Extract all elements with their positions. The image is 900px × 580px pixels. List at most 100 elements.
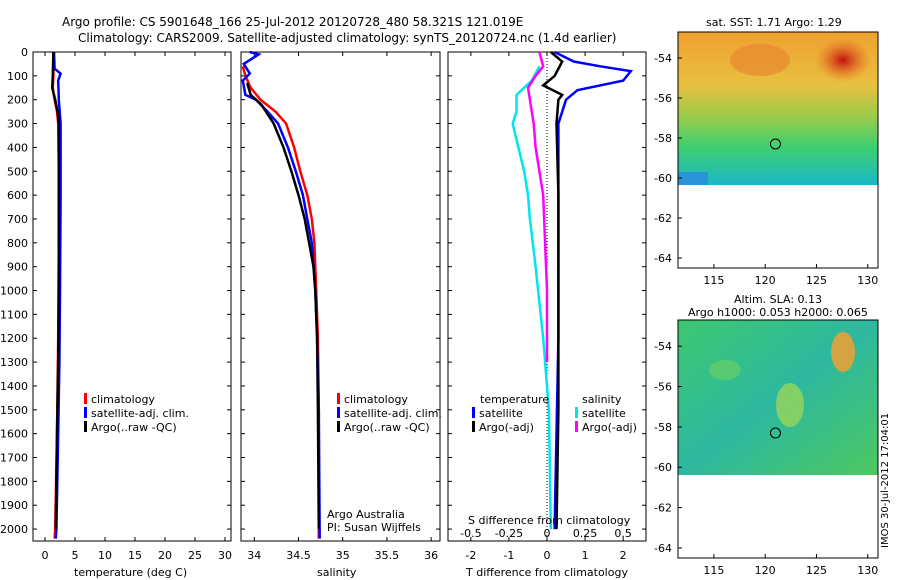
difference-lines xyxy=(511,50,634,530)
lat-tick-label: -64 xyxy=(654,542,672,555)
sla-lat-ticks: -54 -56 -58 -60 -62 -64 xyxy=(654,340,682,555)
series-line xyxy=(241,65,321,539)
annotation-pi: PI: Susan Wijffels xyxy=(327,521,421,534)
series-line xyxy=(246,82,321,530)
sst-warm-patch xyxy=(815,38,871,82)
imos-timestamp: IMOS 30-Jul-2012 17:04:01 xyxy=(880,413,891,548)
temperature-lines xyxy=(50,51,63,539)
x-tick-label: 0 xyxy=(42,549,49,562)
annotation-argo-australia: Argo Australia xyxy=(327,508,405,521)
legend-swatch-satellite xyxy=(337,407,340,418)
depth-tick-label: 800 xyxy=(7,237,28,250)
depth-tick-label: 0 xyxy=(21,46,28,59)
depth-tick-label: 900 xyxy=(7,261,28,274)
legend-swatch-climatology xyxy=(337,393,340,404)
sst-lon-ticks: 115 120 125 130 xyxy=(703,264,878,287)
legend-label-t-satellite: satellite xyxy=(479,407,523,420)
x-tick-label: 34.5 xyxy=(286,549,311,562)
series-line xyxy=(553,50,634,530)
x-tick-label: 1 xyxy=(582,549,589,562)
depth-tick-label: 1600 xyxy=(0,428,28,441)
depth-tick-label: 2000 xyxy=(0,523,28,536)
series-line xyxy=(540,51,565,530)
depth-tick-label: 400 xyxy=(7,141,28,154)
x-tick-label: 30 xyxy=(218,549,232,562)
depth-tick-label: 1200 xyxy=(0,332,28,345)
difference-xlabel-top: S difference from climatology xyxy=(468,514,631,527)
sla-map-panel: Altim. SLA: 0.13 Argo h1000: 0.053 h2000… xyxy=(654,293,879,577)
lon-tick-label: 125 xyxy=(806,564,827,577)
top-tick-label: 0 xyxy=(544,527,551,540)
temperature-xlabel: temperature (deg C) xyxy=(74,566,187,579)
lon-tick-label: 130 xyxy=(857,274,878,287)
difference-panel: -2 -1 0 1 2 -0.5 -0.25 0 0.25 0.5 T difference f… xyxy=(447,50,647,579)
legend-swatch-climatology xyxy=(84,393,87,404)
x-tick-label: 0 xyxy=(544,549,551,562)
lat-tick-label: -60 xyxy=(654,461,672,474)
depth-tick-label: 1000 xyxy=(0,285,28,298)
x-tick-label: 2 xyxy=(620,549,627,562)
top-tick-label: -0.5 xyxy=(460,527,481,540)
sst-lat-ticks: -54 -56 -58 -60 -62 -64 xyxy=(654,52,682,265)
lat-tick-label: -58 xyxy=(654,132,672,145)
lat-tick-label: -62 xyxy=(654,502,672,515)
difference-depth-ticks xyxy=(448,51,646,530)
depth-tick-label: 300 xyxy=(7,118,28,131)
legend-swatch-t-argo xyxy=(472,421,475,432)
legend-title-salinity: salinity xyxy=(582,393,622,406)
lon-tick-label: 120 xyxy=(755,564,776,577)
depth-tick-label: 1900 xyxy=(0,499,28,512)
top-tick-label: 0.5 xyxy=(614,527,632,540)
lat-tick-label: -56 xyxy=(654,381,672,394)
legend-swatch-satellite xyxy=(84,407,87,418)
x-tick-label: 5 xyxy=(72,549,79,562)
legend-label-s-argo: Argo(-adj) xyxy=(582,421,637,434)
series-line xyxy=(526,51,549,363)
lon-tick-label: 125 xyxy=(806,274,827,287)
sst-map-panel: sat. SST: 1.71 Argo: 1.29 -54 -56 -58 -60 -6… xyxy=(654,16,879,287)
argo-location-marker xyxy=(769,427,781,439)
depth-tick-label: 100 xyxy=(7,70,28,83)
legend-swatch-s-satellite xyxy=(575,407,578,418)
lat-tick-label: -62 xyxy=(654,212,672,225)
lat-tick-label: -64 xyxy=(654,252,672,265)
lat-tick-label: -54 xyxy=(654,340,672,353)
sla-mid-patch xyxy=(776,383,804,427)
depth-tick-label: 1100 xyxy=(0,308,28,321)
legend-swatch-s-argo xyxy=(575,421,578,432)
sla-map-subtitle: Argo h1000: 0.053 h2000: 0.065 xyxy=(688,306,868,319)
top-tick-label: -0.25 xyxy=(495,527,523,540)
salinity-frame xyxy=(240,51,441,542)
sst-map-title: sat. SST: 1.71 Argo: 1.29 xyxy=(706,16,842,29)
depth-tick-label: 1300 xyxy=(0,356,28,369)
sla-lon-ticks: 115 120 125 130 xyxy=(703,554,878,577)
depth-tick-label: 1800 xyxy=(0,475,28,488)
x-tick-label: 35.5 xyxy=(375,549,400,562)
lat-tick-label: -56 xyxy=(654,92,672,105)
title-line-2: Climatology: CARS2009. Satellite-adjuste… xyxy=(78,31,616,45)
legend-label-climatology: climatology xyxy=(344,393,408,406)
x-tick-label: -1 xyxy=(503,549,514,562)
series-line xyxy=(241,50,321,539)
depth-tick-label: 1700 xyxy=(0,452,28,465)
legend-label-satellite: satellite-adj. clim. xyxy=(344,407,442,420)
lon-tick-label: 115 xyxy=(703,274,724,287)
temperature-depth-ticks: 0 100 200 300 400 500 600 700 800 900 1000 1100 1200… xyxy=(0,46,231,536)
legend-swatch-argo xyxy=(337,421,340,432)
salinity-legend: climatology satellite-adj. clim. Argo(..… xyxy=(337,393,442,434)
lon-tick-label: 115 xyxy=(703,564,724,577)
lon-tick-label: 120 xyxy=(755,274,776,287)
legend-label-s-satellite: satellite xyxy=(582,407,626,420)
x-tick-label: 36 xyxy=(424,549,438,562)
legend-label-climatology: climatology xyxy=(91,393,155,406)
x-tick-label: -2 xyxy=(465,549,476,562)
difference-legend: temperature salinity satellite Argo(-adj… xyxy=(472,393,637,434)
depth-tick-label: 600 xyxy=(7,189,28,202)
depth-tick-label: 1400 xyxy=(0,380,28,393)
x-tick-label: 15 xyxy=(128,549,142,562)
x-tick-label: 34 xyxy=(247,549,261,562)
salinity-xlabel: salinity xyxy=(317,566,357,579)
legend-label-t-argo: Argo(-adj) xyxy=(479,421,534,434)
sst-cool-patch xyxy=(678,172,708,185)
